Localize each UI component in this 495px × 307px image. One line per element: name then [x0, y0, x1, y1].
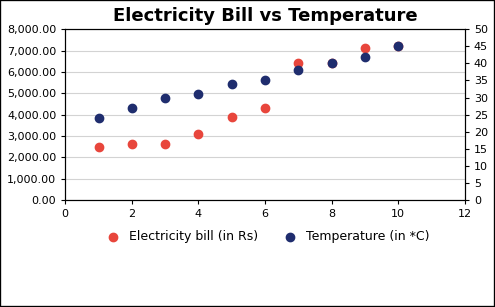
Electricity bill (in Rs)	[228, 114, 236, 119]
Temperature (in *C)	[261, 78, 269, 83]
Temperature (in *C)	[161, 95, 169, 100]
Temperature (in *C)	[361, 54, 369, 59]
Temperature (in *C)	[95, 115, 102, 120]
Electricity bill (in Rs)	[361, 46, 369, 51]
Electricity bill (in Rs)	[128, 142, 136, 147]
Electricity bill (in Rs)	[161, 142, 169, 147]
Temperature (in *C)	[128, 105, 136, 110]
Temperature (in *C)	[295, 68, 302, 73]
Electricity bill (in Rs)	[395, 44, 402, 49]
Temperature (in *C)	[328, 61, 336, 66]
Electricity bill (in Rs)	[195, 131, 202, 136]
Electricity bill (in Rs)	[95, 144, 102, 149]
Electricity bill (in Rs)	[261, 106, 269, 111]
Electricity bill (in Rs)	[328, 61, 336, 66]
Electricity bill (in Rs)	[295, 61, 302, 66]
Temperature (in *C)	[195, 92, 202, 97]
Temperature (in *C)	[228, 81, 236, 86]
Temperature (in *C)	[395, 44, 402, 49]
Legend: Electricity bill (in Rs), Temperature (in *C): Electricity bill (in Rs), Temperature (i…	[96, 225, 435, 248]
Title: Electricity Bill vs Temperature: Electricity Bill vs Temperature	[113, 7, 417, 25]
